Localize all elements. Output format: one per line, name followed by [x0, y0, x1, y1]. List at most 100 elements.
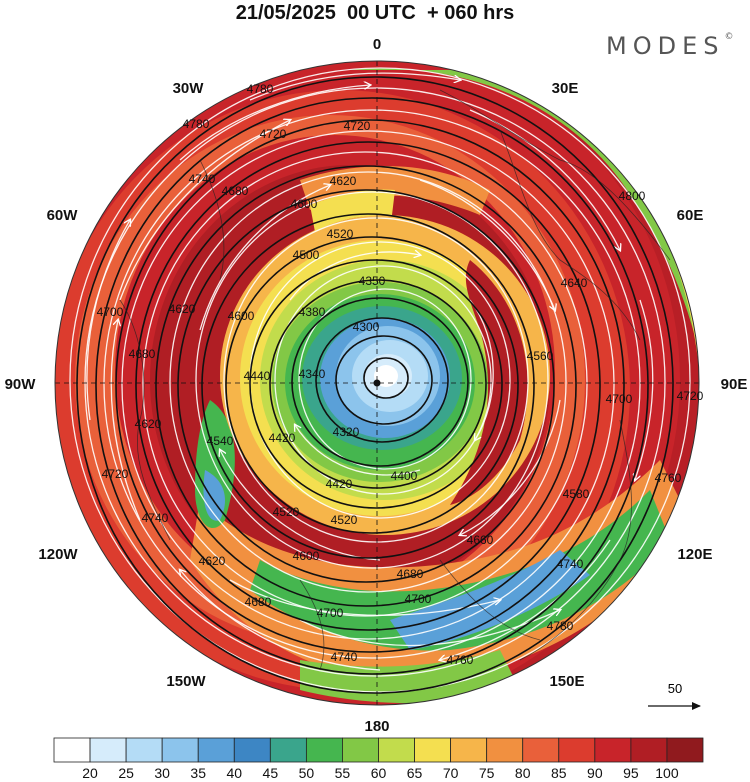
coastlines — [119, 89, 671, 671]
contour-label: 4440 — [244, 369, 271, 383]
longitude-labels: 0 30E 60E 90E 120E 150E 180 150W 120W 90… — [5, 36, 748, 735]
contour-label: 4380 — [299, 305, 326, 319]
contour-label: 4660 — [467, 533, 494, 547]
colorbar-swatch — [666, 737, 704, 763]
lon-label-60e: 60E — [677, 207, 704, 224]
contour-label: 4700 — [317, 606, 344, 620]
colorbar-tick-label: 40 — [226, 765, 242, 781]
colorbar-tick-label: 60 — [371, 765, 387, 781]
colorbar-swatch — [414, 737, 452, 763]
contour-label: 4740 — [189, 172, 216, 186]
contour-labels: 4300 4320 4340 4350 4380 4400 4420 4420 4440 4500… — [97, 82, 704, 667]
contour-label: 4740 — [331, 650, 358, 664]
contour-label: 4780 — [547, 619, 574, 633]
colorbar-swatch — [378, 737, 415, 763]
contour-label: 4520 — [327, 227, 354, 241]
colorbar-tick-label: 100 — [655, 765, 679, 781]
colorbar-swatch — [558, 737, 596, 763]
lon-label-0: 0 — [373, 36, 381, 53]
contour-label: 4500 — [293, 248, 320, 262]
colorbar-swatch — [125, 737, 163, 763]
colorbar-tick-label: 70 — [443, 765, 459, 781]
brand-logo: MODES© — [606, 32, 733, 60]
colorbar-tick-label: 75 — [479, 765, 495, 781]
lon-label-120w: 120W — [38, 546, 78, 563]
colorbar-swatch — [233, 737, 271, 763]
lon-label-90w: 90W — [5, 376, 37, 393]
colorbar-tick-label: 90 — [587, 765, 603, 781]
colorbar: 20 25 30 35 40 45 50 55 60 65 70 75 80 85 90 95 100 — [53, 737, 704, 781]
colorbar-swatch — [197, 737, 235, 763]
contour-label: 4600 — [293, 549, 320, 563]
colorbar-swatch — [342, 737, 379, 763]
lon-label-30e: 30E — [552, 80, 579, 97]
contour-label: 4420 — [326, 477, 353, 491]
colorbar-swatch — [269, 737, 307, 763]
pole-marker — [373, 379, 381, 387]
contour-label: 4520 — [273, 505, 300, 519]
contour-label: 4320 — [333, 425, 360, 439]
contour-label: 4680 — [222, 184, 249, 198]
contour-label: 4740 — [557, 557, 584, 571]
contour-label: 4420 — [269, 431, 296, 445]
height-contours — [76, 76, 674, 694]
brand-text: MODES — [606, 32, 725, 60]
colorbar-swatch — [630, 737, 668, 763]
contour-label: 4350 — [359, 274, 386, 288]
colorbar-tick-label: 25 — [118, 765, 134, 781]
contour-label: 4400 — [391, 469, 418, 483]
colorbar-tick-label: 65 — [407, 765, 423, 781]
colorbar-swatch — [89, 737, 127, 763]
colorbar-tick-label: 55 — [335, 765, 351, 781]
contour-label: 4620 — [169, 302, 196, 316]
streamlines — [69, 67, 691, 693]
contour-label: 4700 — [97, 305, 124, 319]
colorbar-tick-label: 35 — [190, 765, 206, 781]
colorbar-swatch — [305, 737, 343, 763]
contour-label: 4760 — [447, 653, 474, 667]
contour-label: 4580 — [563, 487, 590, 501]
colorbar-swatch — [486, 737, 524, 763]
colorbar-swatch — [450, 737, 488, 763]
contour-label: 4620 — [330, 174, 357, 188]
colorbar-tick-label: 85 — [551, 765, 567, 781]
lon-label-90e: 90E — [721, 376, 748, 393]
copyright-mark: © — [724, 32, 734, 42]
contour-label: 4680 — [397, 567, 424, 581]
contour-label: 4740 — [142, 511, 169, 525]
lon-label-30w: 30W — [173, 80, 205, 97]
contour-label: 4640 — [561, 276, 588, 290]
contour-label: 4680 — [129, 347, 156, 361]
contour-label: 4720 — [260, 127, 287, 141]
colorbar-tick-label: 80 — [515, 765, 531, 781]
lon-label-150w: 150W — [166, 673, 206, 690]
contour-label: 4780 — [247, 82, 274, 96]
colorbar-swatch — [53, 737, 91, 763]
contour-label: 4680 — [245, 595, 272, 609]
colorbar-tick-label: 30 — [154, 765, 170, 781]
reference-vector-label: 50 — [668, 681, 682, 696]
contour-label: 4620 — [199, 554, 226, 568]
contour-label: 4560 — [527, 349, 554, 363]
map-border — [54, 60, 700, 706]
colorbar-tick-label: 95 — [623, 765, 639, 781]
wind-speed-field — [55, 61, 699, 705]
contour-label: 4720 — [102, 467, 129, 481]
contour-label: 4720 — [344, 119, 371, 133]
colorbar-tick-label: 50 — [299, 765, 315, 781]
contour-label: 4340 — [299, 367, 326, 381]
reference-vector: 50 — [648, 681, 701, 710]
lon-label-180: 180 — [364, 718, 389, 735]
colorbar-tick-label: 20 — [82, 765, 98, 781]
contour-label: 4720 — [677, 389, 704, 403]
contour-label: 4800 — [619, 189, 646, 203]
contour-label: 4620 — [135, 417, 162, 431]
contour-label: 4520 — [331, 513, 358, 527]
contour-label: 4300 — [353, 320, 380, 334]
colorbar-swatch — [594, 737, 632, 763]
lon-label-60w: 60W — [47, 207, 79, 224]
contour-label: 4600 — [228, 309, 255, 323]
contour-label: 4700 — [405, 592, 432, 606]
contour-label: 4600 — [291, 197, 318, 211]
